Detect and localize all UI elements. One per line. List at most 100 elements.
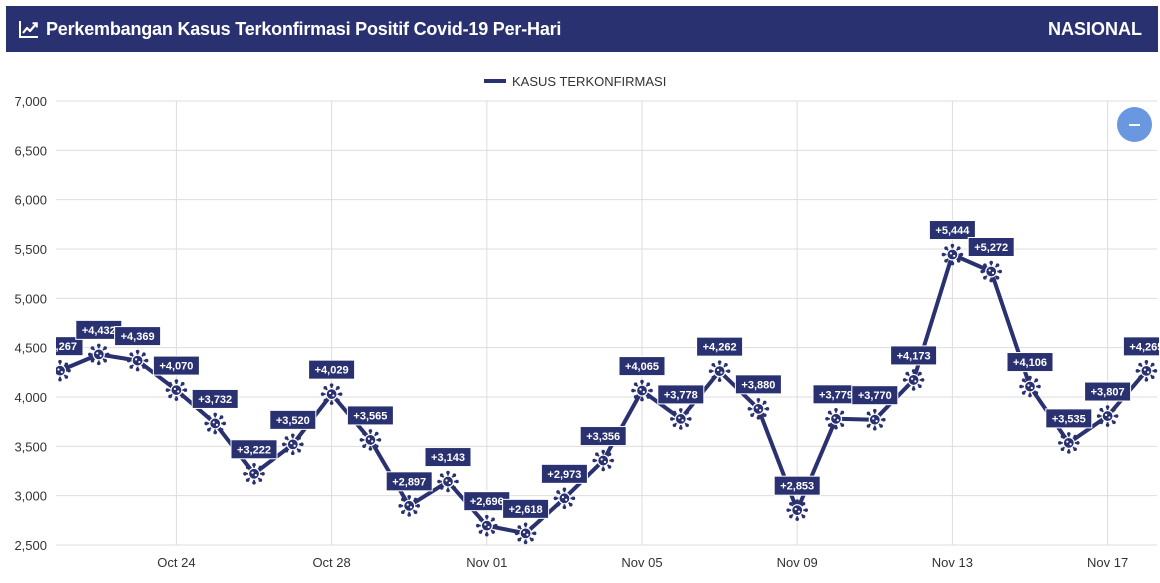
virus-marker-icon[interactable] bbox=[670, 408, 692, 430]
minus-icon bbox=[1129, 123, 1140, 126]
virus-body bbox=[868, 413, 881, 426]
virus-dot bbox=[371, 440, 374, 443]
virus-marker-icon[interactable] bbox=[476, 514, 498, 537]
virus-body bbox=[325, 388, 338, 401]
virus-marker-icon[interactable] bbox=[359, 429, 382, 451]
virus-spike-tip bbox=[323, 385, 328, 390]
virus-spike-tip bbox=[556, 490, 560, 494]
virus-spike-tip bbox=[491, 530, 495, 534]
virus-spike-tip bbox=[911, 369, 916, 373]
virus-dot bbox=[1143, 368, 1146, 371]
virus-marker-icon[interactable] bbox=[320, 383, 343, 405]
virus-marker-icon[interactable] bbox=[126, 349, 149, 372]
virus-marker-icon[interactable] bbox=[708, 360, 731, 382]
virus-marker-icon[interactable] bbox=[864, 408, 886, 431]
virus-marker-icon[interactable] bbox=[165, 379, 188, 401]
virus-marker-icon[interactable] bbox=[553, 487, 576, 510]
virus-marker-icon[interactable] bbox=[902, 369, 925, 391]
virus-spike-tip bbox=[1019, 384, 1023, 389]
line-chart: KASUS TERKONFIRMASI 2,500 3,000 3,500 4,000 4… bbox=[14, 74, 1159, 570]
virus-spike-tip bbox=[168, 381, 172, 386]
virus-spike-tip bbox=[1144, 378, 1149, 382]
virus-marker-icon[interactable] bbox=[941, 243, 964, 266]
virus-marker-icon[interactable] bbox=[825, 408, 847, 430]
virus-marker-icon[interactable] bbox=[1019, 375, 1041, 398]
virus-spike-tip bbox=[918, 384, 922, 389]
virus-marker-icon[interactable] bbox=[88, 343, 110, 366]
virus-dot bbox=[1108, 416, 1111, 419]
data-label-text: +4,369 bbox=[121, 331, 155, 343]
virus-marker-icon[interactable] bbox=[592, 449, 614, 472]
data-label: +4,070 bbox=[152, 355, 200, 376]
virus-dot bbox=[526, 533, 529, 536]
virus-spike-tip bbox=[245, 478, 250, 482]
virus-marker-icon[interactable] bbox=[282, 433, 304, 456]
data-label-box bbox=[269, 409, 317, 430]
virus-marker-icon[interactable] bbox=[1135, 360, 1158, 382]
virus-spike-tip bbox=[1058, 441, 1062, 445]
data-label: +3,807 bbox=[1084, 381, 1132, 402]
virus-spike-tip bbox=[135, 367, 140, 372]
header-title-group: Perkembangan Kasus Terkonfirmasi Positif… bbox=[18, 19, 561, 40]
virus-body bbox=[286, 438, 299, 451]
data-label-box bbox=[230, 439, 278, 460]
virus-marker-icon[interactable] bbox=[204, 412, 226, 435]
virus-spike-tip bbox=[553, 496, 558, 501]
virus-marker-icon[interactable] bbox=[514, 522, 537, 545]
data-label-box bbox=[657, 384, 705, 405]
virus-dot bbox=[448, 481, 451, 485]
virus-spike-tip bbox=[446, 470, 450, 475]
virus-spike-tip bbox=[258, 478, 263, 482]
virus-spike-tip bbox=[180, 394, 185, 399]
virus-marker-icon[interactable] bbox=[980, 260, 1002, 283]
virus-marker-icon[interactable] bbox=[49, 359, 71, 382]
virus-spike-tip bbox=[801, 514, 806, 519]
virus-spike-tip bbox=[204, 421, 208, 426]
virus-marker-icon[interactable] bbox=[1058, 432, 1080, 454]
virus-dot bbox=[755, 406, 758, 409]
virus-marker-icon[interactable] bbox=[243, 462, 265, 485]
virus-spike-tip bbox=[213, 412, 217, 417]
zoom-out-button[interactable] bbox=[1117, 107, 1152, 142]
data-label: +3,143 bbox=[424, 447, 472, 468]
virus-spike-tip bbox=[786, 508, 790, 512]
virus-body bbox=[558, 492, 571, 505]
virus-spike-tip bbox=[1138, 375, 1142, 380]
data-label-box bbox=[346, 405, 394, 426]
virus-dot bbox=[988, 269, 991, 272]
virus-spike-tip bbox=[103, 346, 107, 350]
virus-spike-tip bbox=[407, 495, 411, 499]
virus-dot bbox=[1069, 443, 1072, 446]
virus-spike-tip bbox=[180, 381, 185, 386]
virus-body bbox=[946, 248, 959, 261]
virus-spike-tip bbox=[261, 471, 265, 476]
virus-spike-tip bbox=[362, 444, 366, 449]
data-label: +4,262 bbox=[696, 336, 744, 357]
virus-marker-icon[interactable] bbox=[631, 379, 653, 402]
virus-body bbox=[364, 433, 377, 447]
virus-dot bbox=[875, 419, 878, 423]
virus-marker-icon[interactable] bbox=[437, 470, 459, 493]
virus-marker-icon[interactable] bbox=[398, 495, 420, 517]
data-label-text: +4,432 bbox=[82, 325, 116, 337]
scope-label[interactable]: NASIONAL bbox=[1048, 18, 1142, 39]
virus-marker-icon[interactable] bbox=[1096, 405, 1119, 427]
virus-spike-tip bbox=[646, 382, 651, 387]
virus-dot bbox=[914, 380, 917, 383]
virus-spike-tip bbox=[983, 276, 987, 280]
virus-spike-tip bbox=[452, 473, 457, 477]
data-label-text: +4,267 bbox=[43, 341, 77, 353]
data-label-box bbox=[1122, 336, 1159, 357]
virus-spike-tip bbox=[1028, 375, 1032, 380]
virus-spike-tip bbox=[446, 488, 450, 493]
legend[interactable]: KASUS TERKONFIRMASI bbox=[484, 74, 666, 89]
virus-body bbox=[907, 373, 920, 387]
virus-marker-icon[interactable] bbox=[747, 398, 770, 420]
virus-spike-tip bbox=[672, 423, 677, 428]
data-label-box bbox=[56, 336, 84, 357]
virus-spike-tip bbox=[998, 269, 1002, 274]
data-label: +3,779 bbox=[812, 384, 860, 405]
virus-spike-tip bbox=[601, 449, 605, 454]
virus-spike-tip bbox=[476, 523, 480, 528]
virus-marker-icon[interactable] bbox=[786, 499, 808, 521]
